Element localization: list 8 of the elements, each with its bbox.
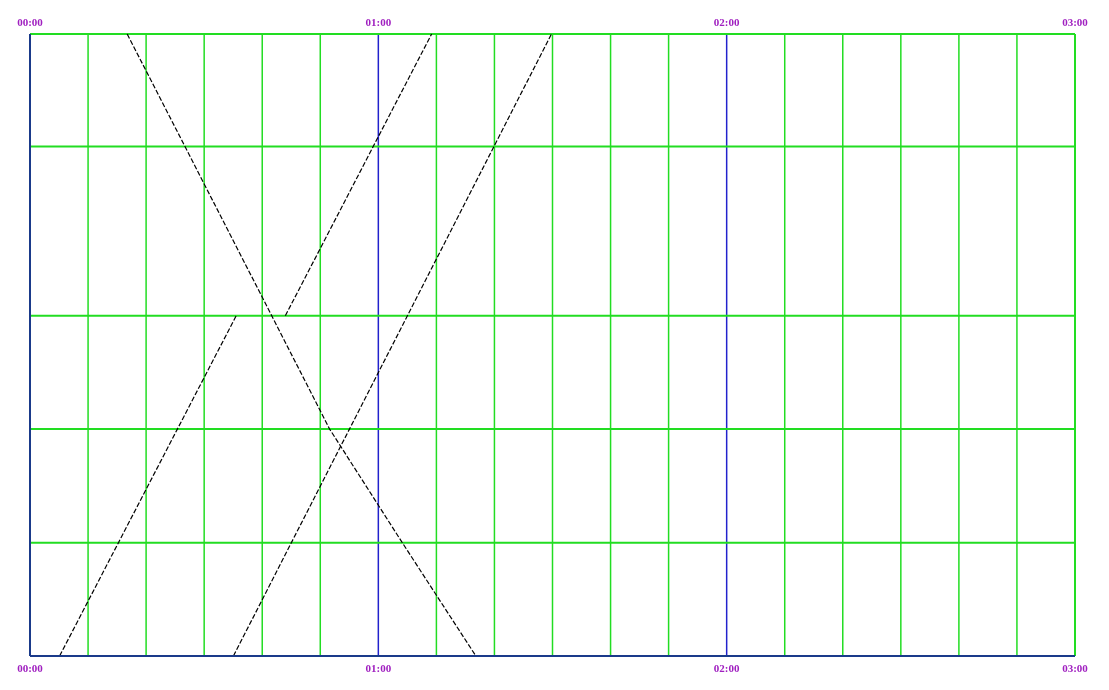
x2-tick-label: 02:00	[713, 16, 740, 28]
x2-tick-label: 01:00	[365, 16, 392, 28]
x-tick-label: 03:00	[1062, 661, 1089, 674]
x-tick-label: 02:00	[713, 661, 740, 674]
x-tick-label: 00:00	[17, 661, 44, 674]
x2-tick-label: 00:00	[17, 16, 44, 28]
x2-tick-label: 03:00	[1062, 16, 1089, 28]
x-tick-label: 01:00	[365, 661, 392, 674]
